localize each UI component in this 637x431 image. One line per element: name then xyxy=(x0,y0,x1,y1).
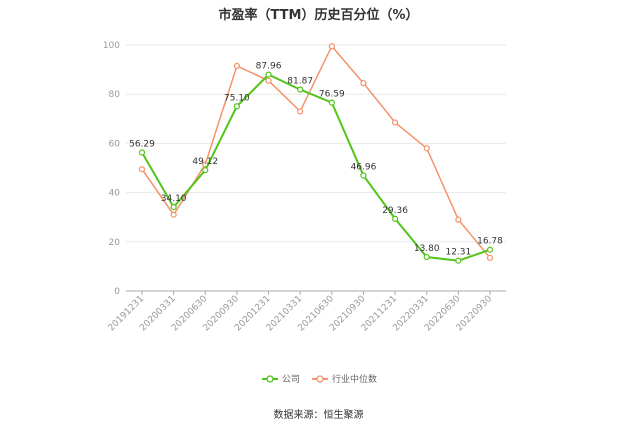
data-label: 34.10 xyxy=(161,194,187,204)
legend[interactable]: 公司 行业中位数 xyxy=(262,373,377,385)
data-point xyxy=(328,99,335,106)
data-point xyxy=(297,108,304,115)
data-label: 76.59 xyxy=(319,90,345,100)
data-point xyxy=(486,254,494,261)
data-point xyxy=(138,149,146,156)
legend-label: 行业中位数 xyxy=(332,373,377,385)
legend-item-company[interactable]: 公司 xyxy=(262,374,300,385)
data-label: 81.87 xyxy=(287,77,313,87)
data-point xyxy=(265,71,272,78)
data-label: 12.31 xyxy=(445,248,471,258)
x-axis: 2019123120200331202006302020093020201231… xyxy=(107,290,506,334)
data-point xyxy=(486,246,494,253)
data-label: 56.29 xyxy=(129,140,155,150)
chart-title: 市盈率（TTM）历史百分位（%） xyxy=(219,7,419,23)
data-point xyxy=(360,80,367,87)
data-labels: 56.29 34.10 49.12 75.10 87.96 81.87 76.59 46.96… xyxy=(129,62,503,258)
data-point xyxy=(170,204,177,211)
series-line-company xyxy=(141,73,491,262)
data-point xyxy=(202,167,209,174)
data-label: 49.12 xyxy=(192,157,218,167)
data-point xyxy=(423,145,430,152)
y-tick-label: 100 xyxy=(103,41,120,51)
data-label: 87.96 xyxy=(256,62,282,72)
data-point xyxy=(265,77,272,84)
data-point xyxy=(138,166,146,173)
data-point xyxy=(297,86,304,93)
legend-label: 公司 xyxy=(282,374,300,385)
y-tick-label: 80 xyxy=(109,90,121,100)
y-axis: 0 20 40 60 80 100 xyxy=(103,41,120,297)
data-point xyxy=(391,215,399,222)
data-point xyxy=(423,253,430,261)
legend-item-industry-median[interactable]: 行业中位数 xyxy=(312,373,377,385)
y-tick-label: 20 xyxy=(109,238,121,248)
data-label: 13.80 xyxy=(414,244,440,254)
data-label: 75.10 xyxy=(224,93,250,103)
y-tick-label: 0 xyxy=(114,287,120,297)
data-label: 46.96 xyxy=(351,162,377,172)
series-line-industry-median xyxy=(141,44,491,259)
y-tick-label: 60 xyxy=(109,139,121,149)
grid xyxy=(126,44,506,243)
y-tick-label: 40 xyxy=(109,189,121,199)
data-point xyxy=(170,211,177,218)
data-point xyxy=(455,216,462,223)
data-point xyxy=(455,257,462,264)
data-point xyxy=(233,103,241,110)
legend-swatch-marker xyxy=(266,375,274,383)
source-note: 数据来源：恒生聚源 xyxy=(274,408,364,421)
legend-swatch-marker xyxy=(316,375,324,383)
data-point xyxy=(328,43,335,50)
series-group xyxy=(138,43,494,264)
data-label: 16.78 xyxy=(477,237,503,247)
data-label: 29.36 xyxy=(382,206,408,216)
data-point xyxy=(233,62,241,70)
data-point xyxy=(360,172,367,179)
data-point xyxy=(391,119,399,126)
